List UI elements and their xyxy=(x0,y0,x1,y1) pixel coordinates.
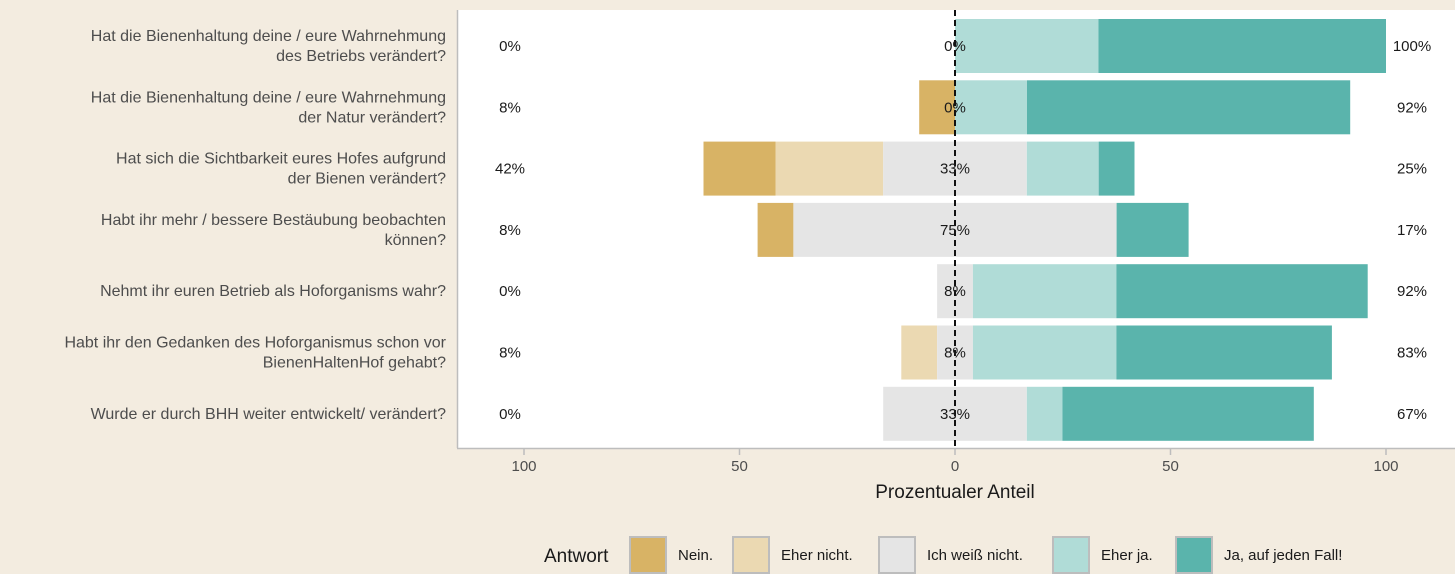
question-label: Hat die Bienenhaltung deine / eure Wahrn… xyxy=(91,89,446,106)
question-label: BienenHaltenHof gehabt? xyxy=(263,355,446,372)
legend-title: Antwort xyxy=(544,546,609,567)
right-percent-label: 100% xyxy=(1393,38,1431,55)
legend-label: Ich weiß nicht. xyxy=(927,547,1023,564)
right-percent-label: 17% xyxy=(1397,222,1427,239)
percent-labels: 0% 0% 100% 8% 0% 92% 42% 33% 25% 8% 75% 17% 0% 8% 92% 8… xyxy=(495,38,1431,423)
question-label: des Betriebs verändert? xyxy=(276,48,446,65)
right-percent-label: 25% xyxy=(1397,161,1427,178)
x-tick-label: 50 xyxy=(731,458,748,475)
x-tick-label: 0 xyxy=(951,458,959,475)
center-percent-label: 8% xyxy=(944,345,966,362)
legend-items: Nein. Eher nicht. Ich weiß nicht. Eher ja. J… xyxy=(629,536,1342,574)
legend-key xyxy=(878,536,916,574)
x-axis-title: Prozentualer Anteil xyxy=(875,482,1035,503)
bar-segment-3-2 xyxy=(775,141,884,196)
legend: Antwort Nein. Eher nicht. Ich weiß nicht. E… xyxy=(544,536,1342,574)
right-percent-label: 92% xyxy=(1397,283,1427,300)
left-percent-label: 0% xyxy=(499,38,521,55)
question-label: Habt ihr mehr / bessere Bestäubung beoba… xyxy=(101,212,446,229)
left-percent-label: 0% xyxy=(499,406,521,423)
bars-layer xyxy=(703,19,1386,441)
bar-segment-6-4 xyxy=(972,325,1117,380)
question-label: der Natur verändert? xyxy=(298,109,446,126)
center-percent-label: 0% xyxy=(944,38,966,55)
bar-segment-1-5 xyxy=(1098,19,1386,73)
bar-segment-5-5 xyxy=(1116,264,1368,319)
question-label: können? xyxy=(385,232,446,249)
bar-segment-7-5 xyxy=(1062,386,1314,441)
bar-segment-1-4 xyxy=(955,19,1099,73)
bar-segment-4-1 xyxy=(757,202,794,257)
bar-segment-4-5 xyxy=(1116,202,1189,257)
bar-segment-3-5 xyxy=(1098,141,1135,196)
bar-segment-6-5 xyxy=(1116,325,1332,380)
center-percent-label: 0% xyxy=(944,99,966,116)
left-percent-label: 8% xyxy=(499,345,521,362)
legend-key xyxy=(1175,536,1213,574)
question-label: Wurde er durch BHH weiter entwickelt/ ve… xyxy=(91,406,447,423)
bar-segment-5-4 xyxy=(972,264,1117,319)
bar-segment-2-1 xyxy=(919,80,955,135)
legend-label: Eher nicht. xyxy=(781,547,853,564)
center-percent-label: 33% xyxy=(940,406,970,423)
legend-key xyxy=(1052,536,1090,574)
left-percent-label: 8% xyxy=(499,99,521,116)
question-label: Hat sich die Sichtbarkeit eures Hofes au… xyxy=(116,151,446,168)
x-tick-label: 100 xyxy=(1373,458,1398,475)
bar-segment-3-1 xyxy=(703,141,776,196)
center-percent-label: 33% xyxy=(940,161,970,178)
bar-segment-3-4 xyxy=(1026,141,1099,196)
question-label: Nehmt ihr euren Betrieb als Hoforganisms… xyxy=(100,283,446,300)
x-tick-label: 50 xyxy=(1162,458,1179,475)
bar-segment-2-5 xyxy=(1027,80,1351,135)
center-percent-label: 8% xyxy=(944,283,966,300)
x-axis: 100 50 0 50 100 xyxy=(511,449,1399,475)
left-percent-label: 0% xyxy=(499,283,521,300)
right-percent-label: 92% xyxy=(1397,99,1427,116)
right-percent-label: 83% xyxy=(1397,345,1427,362)
bar-segment-6-2 xyxy=(901,325,938,380)
question-label: der Bienen verändert? xyxy=(288,171,446,188)
legend-label: Nein. xyxy=(678,547,713,564)
legend-key xyxy=(629,536,667,574)
legend-key xyxy=(732,536,770,574)
left-percent-label: 8% xyxy=(499,222,521,239)
right-percent-label: 67% xyxy=(1397,406,1427,423)
question-label: Habt ihr den Gedanken des Hoforganismus … xyxy=(64,335,446,352)
x-tick-label: 100 xyxy=(511,458,536,475)
bar-segment-7-4 xyxy=(1026,386,1063,441)
center-percent-label: 75% xyxy=(940,222,970,239)
bar-segment-2-4 xyxy=(955,80,1027,135)
legend-label: Eher ja. xyxy=(1101,547,1153,564)
question-label: Hat die Bienenhaltung deine / eure Wahrn… xyxy=(91,28,446,45)
question-labels: Hat die Bienenhaltung deine / eure Wahrn… xyxy=(64,28,446,423)
legend-label: Ja, auf jeden Fall! xyxy=(1224,547,1342,564)
left-percent-label: 42% xyxy=(495,161,525,178)
